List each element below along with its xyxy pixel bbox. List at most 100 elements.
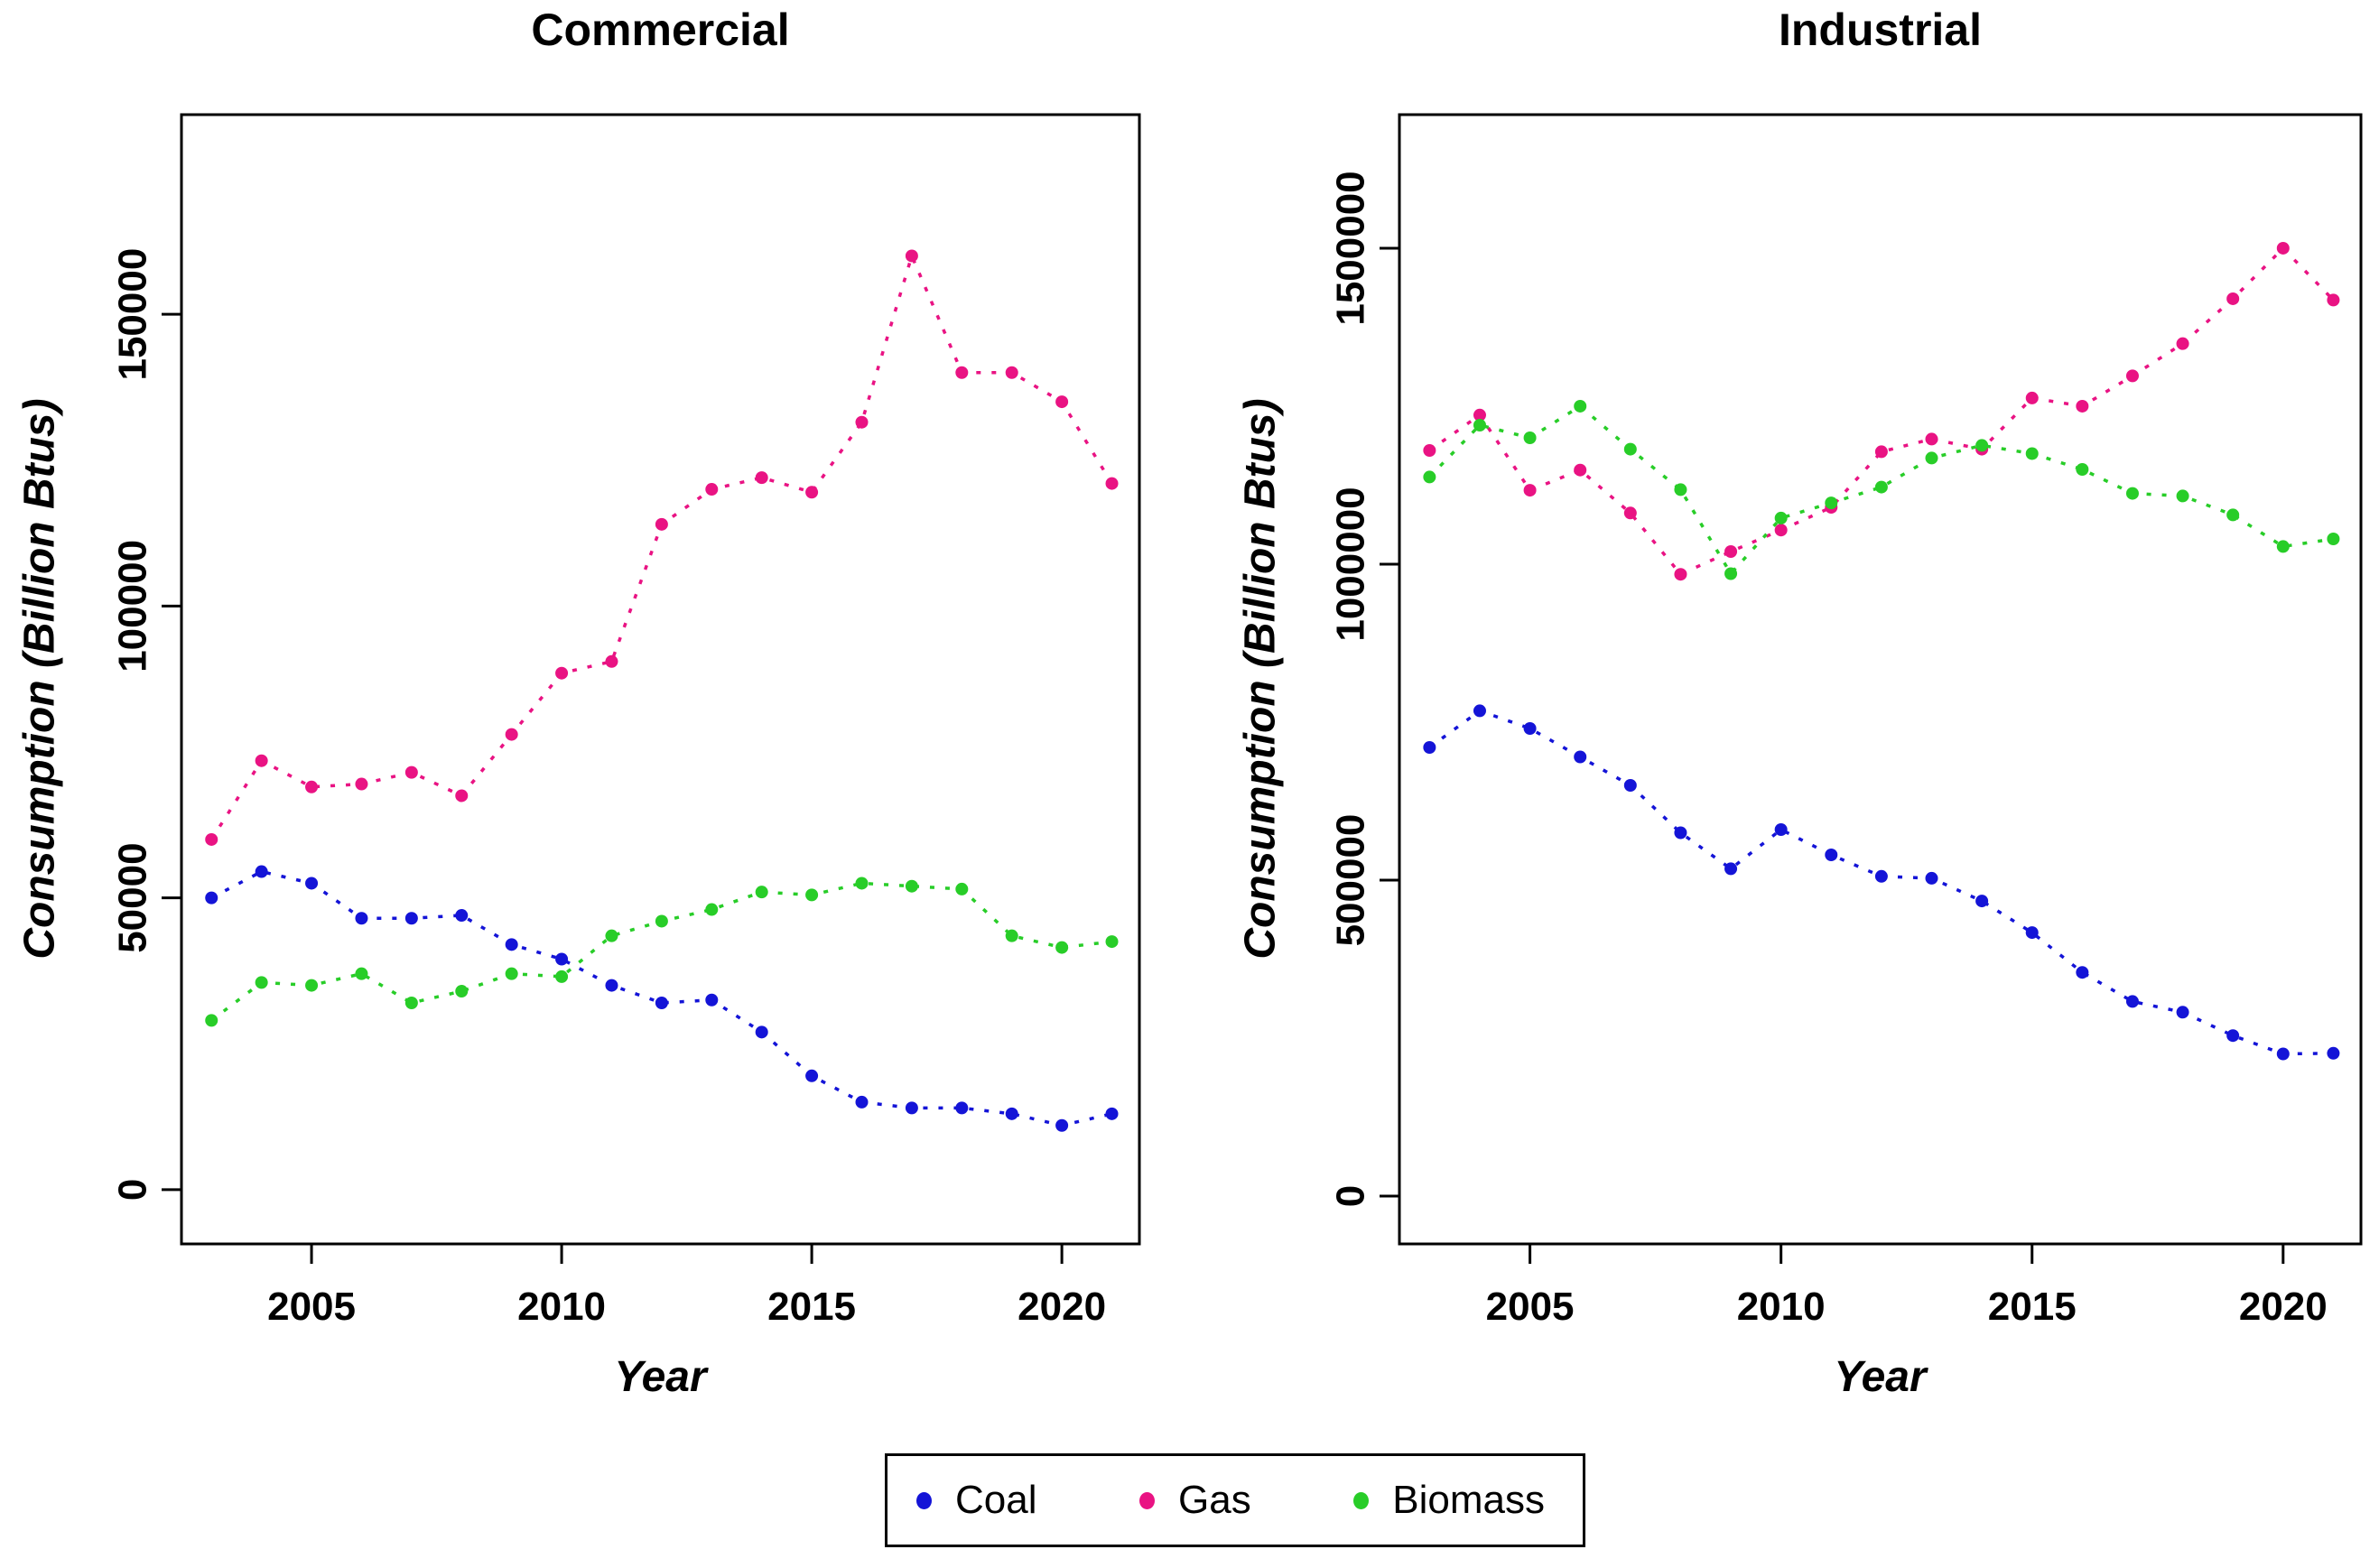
industrial-x-tick-label-2005: 2005	[1486, 1285, 1575, 1329]
industrial-gas-point-2003	[1423, 443, 1436, 457]
commercial-coal-point-2017	[905, 1101, 918, 1115]
commercial-biomass-point-2005	[305, 979, 319, 992]
commercial-coal-point-2008	[455, 909, 469, 923]
commercial-gas-point-2008	[455, 789, 469, 803]
industrial-biomass-point-2008	[1674, 483, 1687, 496]
commercial-gas-series	[205, 249, 1119, 846]
commercial-gas-point-2011	[605, 654, 618, 668]
commercial-y-tick-label-0: 0	[110, 1179, 154, 1201]
commercial-gas-point-2005	[305, 780, 319, 793]
commercial-x-tick-label-2005: 2005	[267, 1285, 356, 1329]
commercial-coal-point-2018	[955, 1101, 969, 1115]
industrial-coal-point-2021	[2327, 1046, 2340, 1060]
industrial-coal-point-2004	[1473, 704, 1486, 718]
commercial-y-tick-label-100000: 100000	[110, 540, 154, 673]
industrial-coal-point-2015	[2025, 926, 2039, 940]
commercial-coal-point-2014	[755, 1025, 768, 1039]
commercial-coal-point-2015	[805, 1069, 819, 1082]
industrial-biomass-point-2006	[1574, 399, 1587, 413]
commercial-biomass-point-2006	[355, 967, 368, 980]
industrial-y-tick-label-500000: 500000	[1328, 814, 1372, 947]
industrial-biomass-point-2003	[1423, 470, 1436, 484]
commercial-biomass-point-2018	[955, 882, 969, 895]
commercial-gas-line	[209, 251, 1114, 840]
industrial-biomass-point-2013	[1925, 451, 1938, 465]
commercial-gas-point-2015	[805, 486, 819, 499]
commercial-gas-point-2010	[555, 666, 569, 680]
commercial-gas-point-2004	[255, 754, 268, 767]
industrial-coal-point-2020	[2276, 1047, 2290, 1061]
industrial-y-tick-label-1500000: 1500000	[1328, 171, 1372, 325]
industrial-gas-point-2017	[2125, 369, 2139, 383]
industrial-biomass-point-2014	[1975, 439, 1989, 452]
commercial-coal-point-2013	[705, 993, 719, 1007]
commercial-biomass-point-2011	[605, 929, 618, 942]
commercial-biomass-point-2013	[705, 903, 719, 916]
commercial-plot-border	[180, 113, 1141, 1246]
industrial-biomass-point-2009	[1724, 567, 1738, 580]
biomass-marker-icon	[1353, 1491, 1370, 1509]
industrial-gas-point-2008	[1674, 568, 1687, 581]
industrial-gas-point-2012	[1874, 445, 1888, 459]
industrial-coal-point-2013	[1925, 871, 1938, 885]
industrial-coal-point-2010	[1774, 822, 1788, 836]
commercial-coal-point-2019	[1005, 1107, 1018, 1120]
industrial-gas-point-2004	[1473, 408, 1486, 422]
coal-marker-icon	[916, 1491, 932, 1509]
industrial-biomass-point-2010	[1774, 511, 1788, 524]
industrial-y-tick-label-1000000: 1000000	[1328, 487, 1372, 641]
commercial-gas-point-2009	[505, 728, 518, 741]
industrial-gas-line	[1428, 246, 2335, 577]
legend-coal-label: Coal	[955, 1478, 1037, 1522]
commercial-x-tick-label-2020: 2020	[1018, 1285, 1106, 1329]
industrial-coal-point-2012	[1874, 869, 1888, 883]
commercial-coal-point-2016	[855, 1095, 869, 1109]
industrial-biomass-point-2021	[2327, 532, 2340, 545]
commercial-gas-point-2020	[1055, 395, 1069, 409]
industrial-gas-series	[1423, 241, 2340, 581]
commercial-gas-point-2012	[655, 517, 668, 531]
legend-gas-label: Gas	[1178, 1478, 1251, 1522]
industrial-coal-point-2017	[2125, 995, 2139, 1008]
commercial-biomass-point-2020	[1055, 941, 1069, 954]
industrial-coal-point-2019	[2226, 1029, 2240, 1043]
commercial-x-tick-label-2015: 2015	[767, 1285, 856, 1329]
industrial-biomass-point-2005	[1523, 431, 1537, 444]
commercial-x-axis-title: Year	[614, 1353, 707, 1401]
legend-item-gas: Gas	[1139, 1478, 1251, 1523]
industrial-coal-point-2008	[1674, 826, 1687, 840]
legend-item-coal: Coal	[916, 1478, 1037, 1523]
commercial-coal-point-2009	[505, 938, 518, 951]
industrial-biomass-point-2004	[1473, 418, 1486, 431]
commercial-biomass-point-2019	[1005, 929, 1018, 942]
commercial-gas-point-2006	[355, 777, 368, 791]
industrial-gas-point-2018	[2176, 337, 2189, 350]
industrial-coal-series	[1423, 704, 2340, 1061]
industrial-gas-point-2010	[1774, 524, 1788, 537]
commercial-y-axis-title: Consumption (Billion Btus)	[15, 398, 64, 960]
industrial-biomass-series	[1423, 399, 2340, 580]
commercial-coal-series	[205, 865, 1119, 1132]
commercial-y-tick-label-50000: 50000	[110, 842, 154, 952]
industrial-gas-point-2009	[1724, 544, 1738, 558]
commercial-biomass-point-2015	[805, 888, 819, 902]
industrial-gas-point-2016	[2076, 399, 2089, 413]
industrial-gas-point-2007	[1623, 506, 1637, 520]
commercial-gas-point-2007	[404, 765, 418, 779]
commercial-coal-point-2006	[355, 912, 368, 925]
industrial-biomass-point-2007	[1623, 442, 1637, 456]
industrial-gas-point-2005	[1523, 484, 1537, 497]
commercial-gas-point-2014	[755, 471, 768, 485]
industrial-x-axis-title: Year	[1834, 1353, 1927, 1401]
industrial-biomass-point-2012	[1874, 480, 1888, 494]
commercial-biomass-series	[205, 877, 1119, 1027]
commercial-coal-point-2010	[555, 952, 569, 966]
commercial-biomass-point-2007	[404, 996, 418, 1009]
industrial-x-tick-label-2015: 2015	[1988, 1285, 2077, 1329]
industrial-y-axis-title: Consumption (Billion Btus)	[1236, 398, 1285, 960]
commercial-biomass-point-2017	[905, 879, 918, 893]
legend-item-biomass: Biomass	[1353, 1478, 1545, 1523]
industrial-biomass-point-2016	[2076, 462, 2089, 476]
legend-biomass-label: Biomass	[1392, 1478, 1545, 1522]
